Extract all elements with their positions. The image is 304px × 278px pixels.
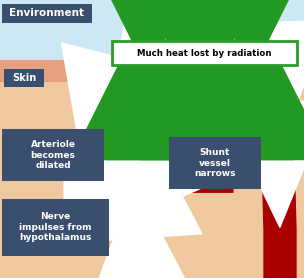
Text: Much heat lost by radiation: Much heat lost by radiation: [137, 48, 271, 58]
FancyBboxPatch shape: [169, 137, 261, 189]
FancyBboxPatch shape: [0, 60, 304, 82]
Text: Arteriole
becomes
dilated: Arteriole becomes dilated: [30, 140, 75, 170]
Text: Skin: Skin: [12, 73, 36, 83]
FancyBboxPatch shape: [4, 69, 44, 87]
Bar: [0, 68, 304, 278]
FancyBboxPatch shape: [2, 129, 104, 181]
FancyBboxPatch shape: [112, 41, 297, 65]
Text: Shunt
vessel
narrows: Shunt vessel narrows: [194, 148, 236, 178]
FancyBboxPatch shape: [2, 199, 109, 256]
FancyBboxPatch shape: [2, 4, 92, 23]
Text: Environment: Environment: [9, 9, 85, 19]
Text: Nerve
impulses from
hypothalamus: Nerve impulses from hypothalamus: [19, 212, 91, 242]
